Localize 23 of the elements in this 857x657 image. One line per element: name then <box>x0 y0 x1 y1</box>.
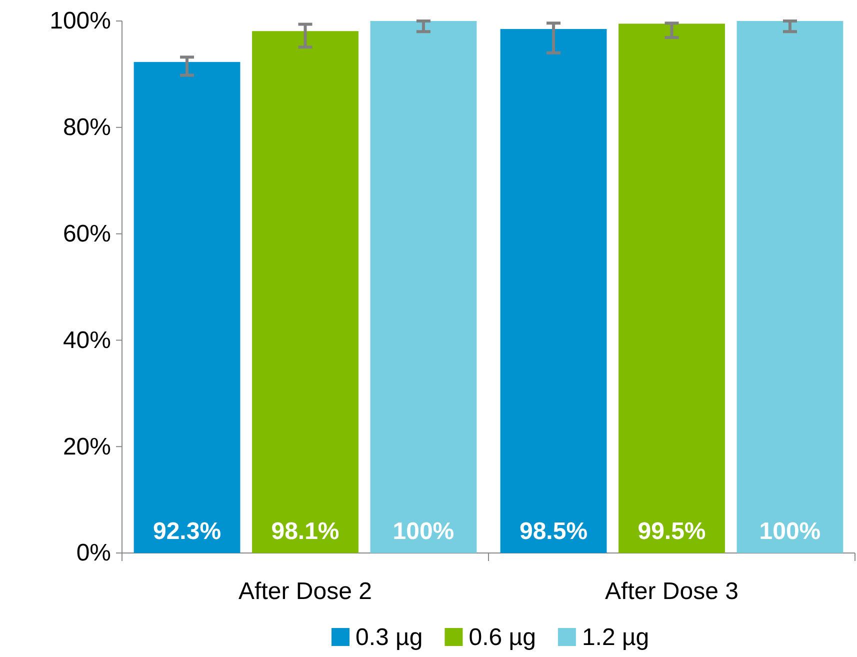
y-tick-label: 40% <box>62 326 111 354</box>
y-tick-label: 80% <box>62 114 111 142</box>
bar <box>252 31 358 553</box>
y-tick-label: 100% <box>50 8 111 35</box>
legend-label: 1.2 µg <box>582 624 650 651</box>
bar <box>370 21 477 553</box>
y-tick-label: 20% <box>62 433 111 460</box>
bar <box>618 24 725 553</box>
text: 100% <box>759 518 821 545</box>
text: 100% <box>392 518 454 545</box>
text: 92.3% <box>152 518 222 545</box>
legend-label: 0.6 µg <box>468 624 536 651</box>
x-tick-label: After Dose 3 <box>605 578 738 605</box>
y-tick-label: 0% <box>76 540 111 567</box>
bar <box>736 21 844 553</box>
text: 98.1% <box>271 518 340 545</box>
x-tick-label: After Dose 2 <box>238 578 372 605</box>
text: 99.5% <box>638 518 706 545</box>
bar <box>134 62 240 553</box>
text: 98.5% <box>519 518 588 545</box>
legend-label: 0.3 µg <box>356 624 423 651</box>
bar <box>500 28 607 553</box>
y-tick-label: 60% <box>62 220 111 248</box>
